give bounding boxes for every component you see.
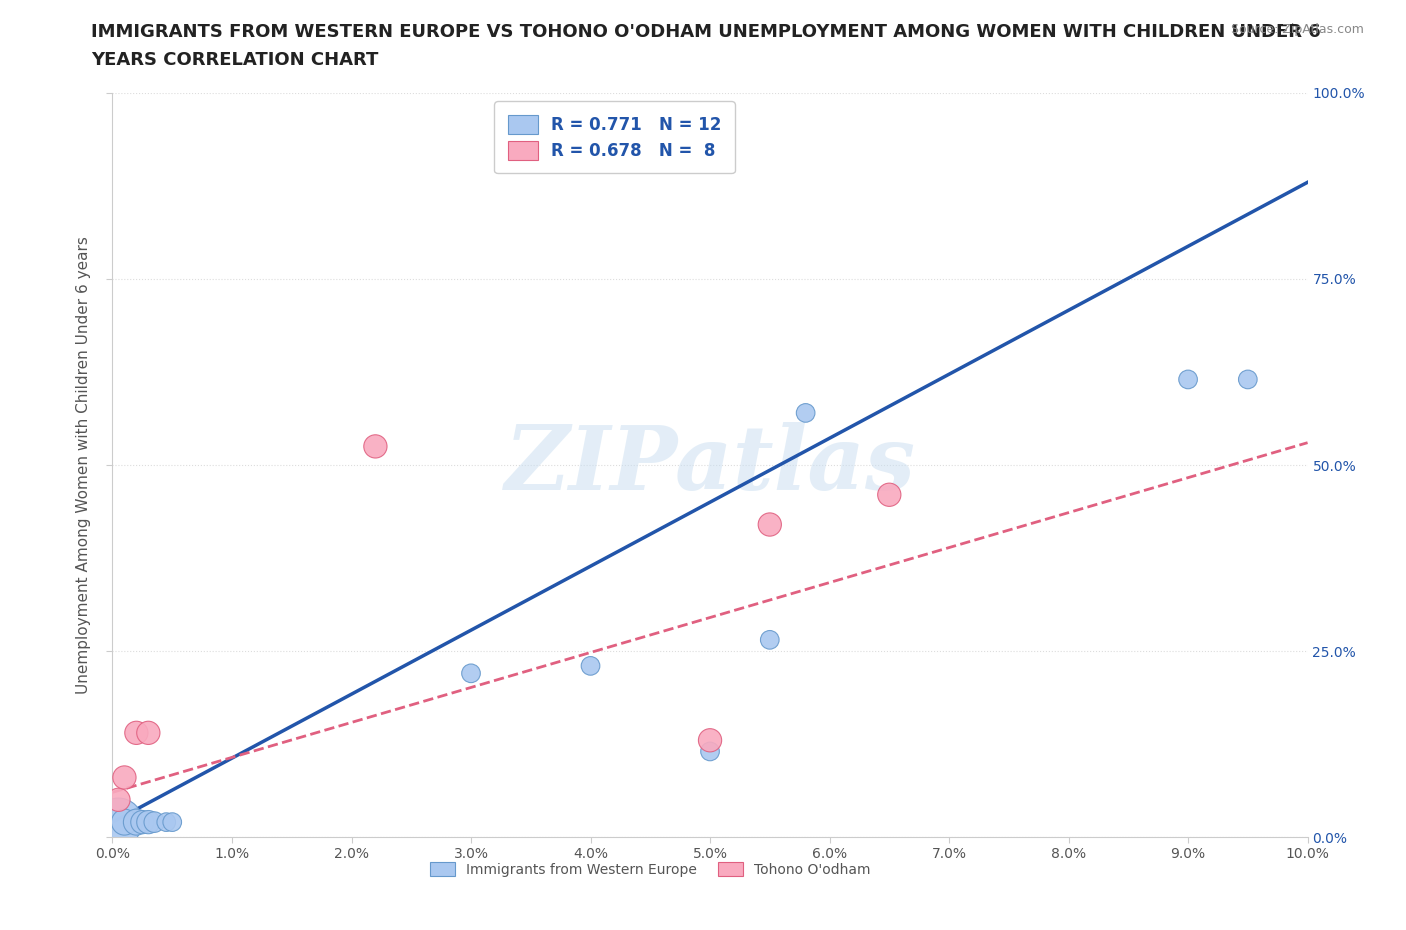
Point [107, 792, 129, 807]
Point [460, 666, 482, 681]
Text: IMMIGRANTS FROM WESTERN EUROPE VS TOHONO O'ODHAM UNEMPLOYMENT AMONG WOMEN WITH C: IMMIGRANTS FROM WESTERN EUROPE VS TOHONO… [91, 23, 1322, 41]
Point [162, 815, 183, 830]
Point [138, 725, 160, 740]
Point [114, 770, 135, 785]
Point [364, 439, 387, 454]
Point [131, 815, 153, 830]
Text: ZIPatlas: ZIPatlas [505, 421, 915, 509]
Point [125, 815, 148, 830]
Point [879, 487, 901, 502]
Text: YEARS CORRELATION CHART: YEARS CORRELATION CHART [91, 51, 378, 69]
Point [699, 733, 721, 748]
Point [155, 815, 177, 830]
Point [138, 815, 160, 830]
Y-axis label: Unemployment Among Women with Children Under 6 years: Unemployment Among Women with Children U… [76, 236, 91, 694]
Point [699, 744, 721, 759]
Point [1177, 372, 1199, 387]
Text: Source: ZipAtlas.com: Source: ZipAtlas.com [1230, 23, 1364, 36]
Point [1237, 372, 1260, 387]
Point [125, 725, 148, 740]
Point [759, 632, 782, 647]
Point [794, 405, 817, 420]
Point [579, 658, 602, 673]
Legend: Immigrants from Western Europe, Tohono O'odham: Immigrants from Western Europe, Tohono O… [425, 857, 876, 883]
Point [114, 815, 135, 830]
Point [759, 517, 782, 532]
Point [143, 815, 166, 830]
Point [107, 815, 129, 830]
